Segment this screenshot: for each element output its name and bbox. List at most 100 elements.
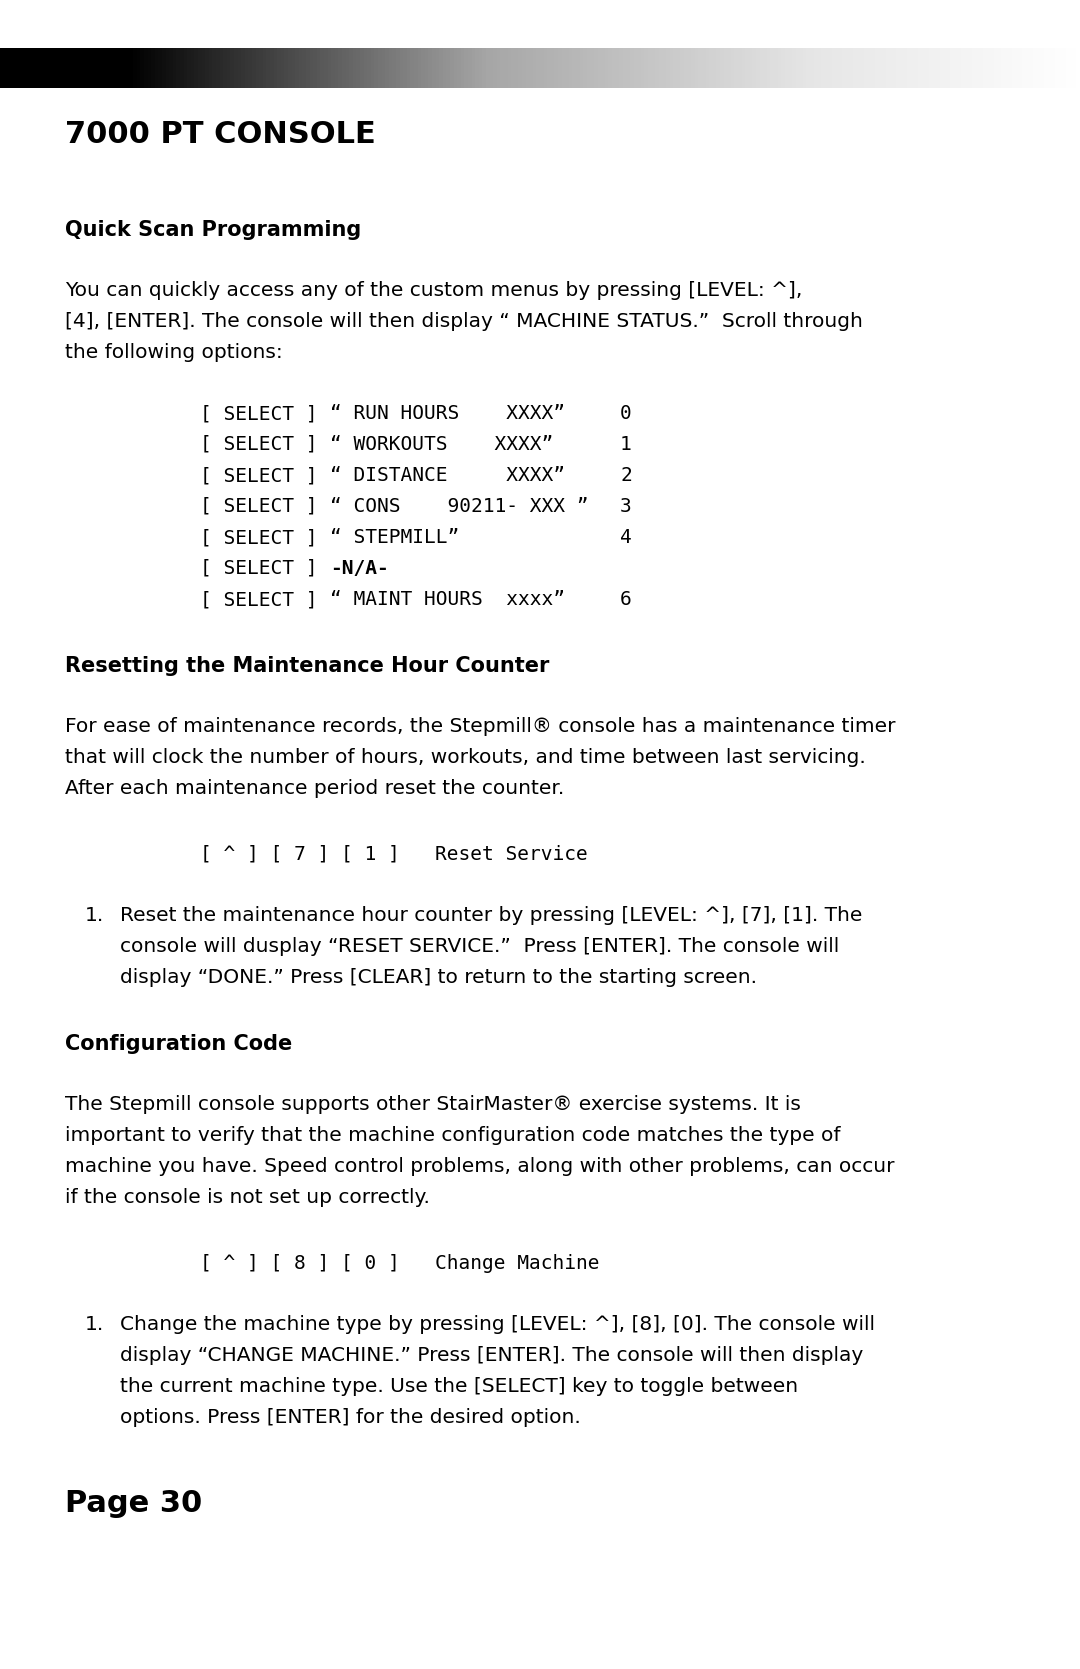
Bar bbox=[356, 48, 360, 88]
Bar bbox=[472, 48, 475, 88]
Text: the following options:: the following options: bbox=[65, 344, 283, 362]
Bar bbox=[972, 48, 975, 88]
Bar bbox=[767, 48, 770, 88]
Bar bbox=[569, 48, 572, 88]
Bar bbox=[230, 48, 234, 88]
Bar bbox=[756, 48, 759, 88]
Bar bbox=[478, 48, 483, 88]
Text: important to verify that the machine configuration code matches the type of: important to verify that the machine con… bbox=[65, 1127, 840, 1145]
Bar bbox=[994, 48, 997, 88]
Bar bbox=[338, 48, 342, 88]
Bar bbox=[926, 48, 929, 88]
Bar bbox=[381, 48, 386, 88]
Bar bbox=[446, 48, 450, 88]
Bar bbox=[522, 48, 526, 88]
Text: 6: 6 bbox=[620, 591, 632, 609]
Bar bbox=[62, 48, 65, 88]
Bar bbox=[76, 48, 79, 88]
Bar bbox=[565, 48, 569, 88]
Text: Page 30: Page 30 bbox=[65, 1489, 202, 1519]
Bar bbox=[727, 48, 731, 88]
Bar bbox=[504, 48, 508, 88]
Bar bbox=[518, 48, 522, 88]
Bar bbox=[964, 48, 969, 88]
Bar bbox=[306, 48, 310, 88]
Bar bbox=[407, 48, 410, 88]
Bar bbox=[1037, 48, 1040, 88]
Bar bbox=[828, 48, 832, 88]
Bar bbox=[68, 48, 72, 88]
Bar bbox=[126, 48, 130, 88]
Bar bbox=[57, 48, 62, 88]
Bar bbox=[864, 48, 867, 88]
Text: [ SELECT ]: [ SELECT ] bbox=[200, 436, 318, 454]
Bar bbox=[904, 48, 907, 88]
Bar bbox=[205, 48, 208, 88]
Bar bbox=[122, 48, 126, 88]
Bar bbox=[1040, 48, 1044, 88]
Text: “ DISTANCE     XXXX”: “ DISTANCE XXXX” bbox=[330, 466, 565, 486]
Bar bbox=[612, 48, 616, 88]
Bar bbox=[940, 48, 943, 88]
Bar bbox=[634, 48, 637, 88]
Bar bbox=[270, 48, 273, 88]
Text: 3: 3 bbox=[620, 497, 632, 516]
Text: Change the machine type by pressing [LEVEL: ^], [8], [0]. The console will: Change the machine type by pressing [LEV… bbox=[120, 1315, 875, 1334]
Bar bbox=[241, 48, 245, 88]
Bar bbox=[997, 48, 1001, 88]
Bar bbox=[435, 48, 440, 88]
Bar bbox=[148, 48, 151, 88]
Bar bbox=[3, 48, 8, 88]
Bar bbox=[313, 48, 316, 88]
Bar bbox=[486, 48, 489, 88]
Bar bbox=[173, 48, 176, 88]
Bar bbox=[943, 48, 947, 88]
Text: 1: 1 bbox=[620, 436, 632, 454]
Bar bbox=[227, 48, 230, 88]
Bar bbox=[278, 48, 281, 88]
Bar bbox=[18, 48, 22, 88]
Bar bbox=[882, 48, 886, 88]
Bar bbox=[748, 48, 753, 88]
Bar bbox=[900, 48, 904, 88]
Bar bbox=[1055, 48, 1058, 88]
Bar bbox=[630, 48, 634, 88]
Bar bbox=[216, 48, 219, 88]
Bar bbox=[1008, 48, 1012, 88]
Bar bbox=[8, 48, 11, 88]
Bar bbox=[180, 48, 184, 88]
Bar bbox=[853, 48, 856, 88]
Bar bbox=[25, 48, 29, 88]
Text: that will clock the number of hours, workouts, and time between last servicing.: that will clock the number of hours, wor… bbox=[65, 748, 866, 768]
Bar bbox=[234, 48, 238, 88]
Bar bbox=[154, 48, 159, 88]
Bar bbox=[389, 48, 392, 88]
Bar bbox=[1026, 48, 1029, 88]
Bar bbox=[583, 48, 586, 88]
Bar bbox=[162, 48, 165, 88]
Bar bbox=[774, 48, 778, 88]
Bar bbox=[713, 48, 716, 88]
Bar bbox=[742, 48, 745, 88]
Text: [ ^ ] [ 8 ] [ 0 ]   Change Machine: [ ^ ] [ 8 ] [ 0 ] Change Machine bbox=[200, 1253, 599, 1273]
Bar bbox=[886, 48, 889, 88]
Bar bbox=[980, 48, 983, 88]
Bar bbox=[497, 48, 500, 88]
Bar bbox=[832, 48, 835, 88]
Bar bbox=[918, 48, 921, 88]
Bar bbox=[990, 48, 994, 88]
Bar bbox=[238, 48, 241, 88]
Bar bbox=[46, 48, 51, 88]
Bar bbox=[281, 48, 284, 88]
Bar bbox=[986, 48, 990, 88]
Text: Configuration Code: Configuration Code bbox=[65, 1035, 293, 1055]
Bar bbox=[792, 48, 796, 88]
Bar bbox=[558, 48, 562, 88]
Bar bbox=[893, 48, 896, 88]
Bar bbox=[364, 48, 367, 88]
Bar bbox=[194, 48, 198, 88]
Bar bbox=[140, 48, 144, 88]
Bar bbox=[316, 48, 321, 88]
Bar bbox=[461, 48, 464, 88]
Bar bbox=[176, 48, 180, 88]
